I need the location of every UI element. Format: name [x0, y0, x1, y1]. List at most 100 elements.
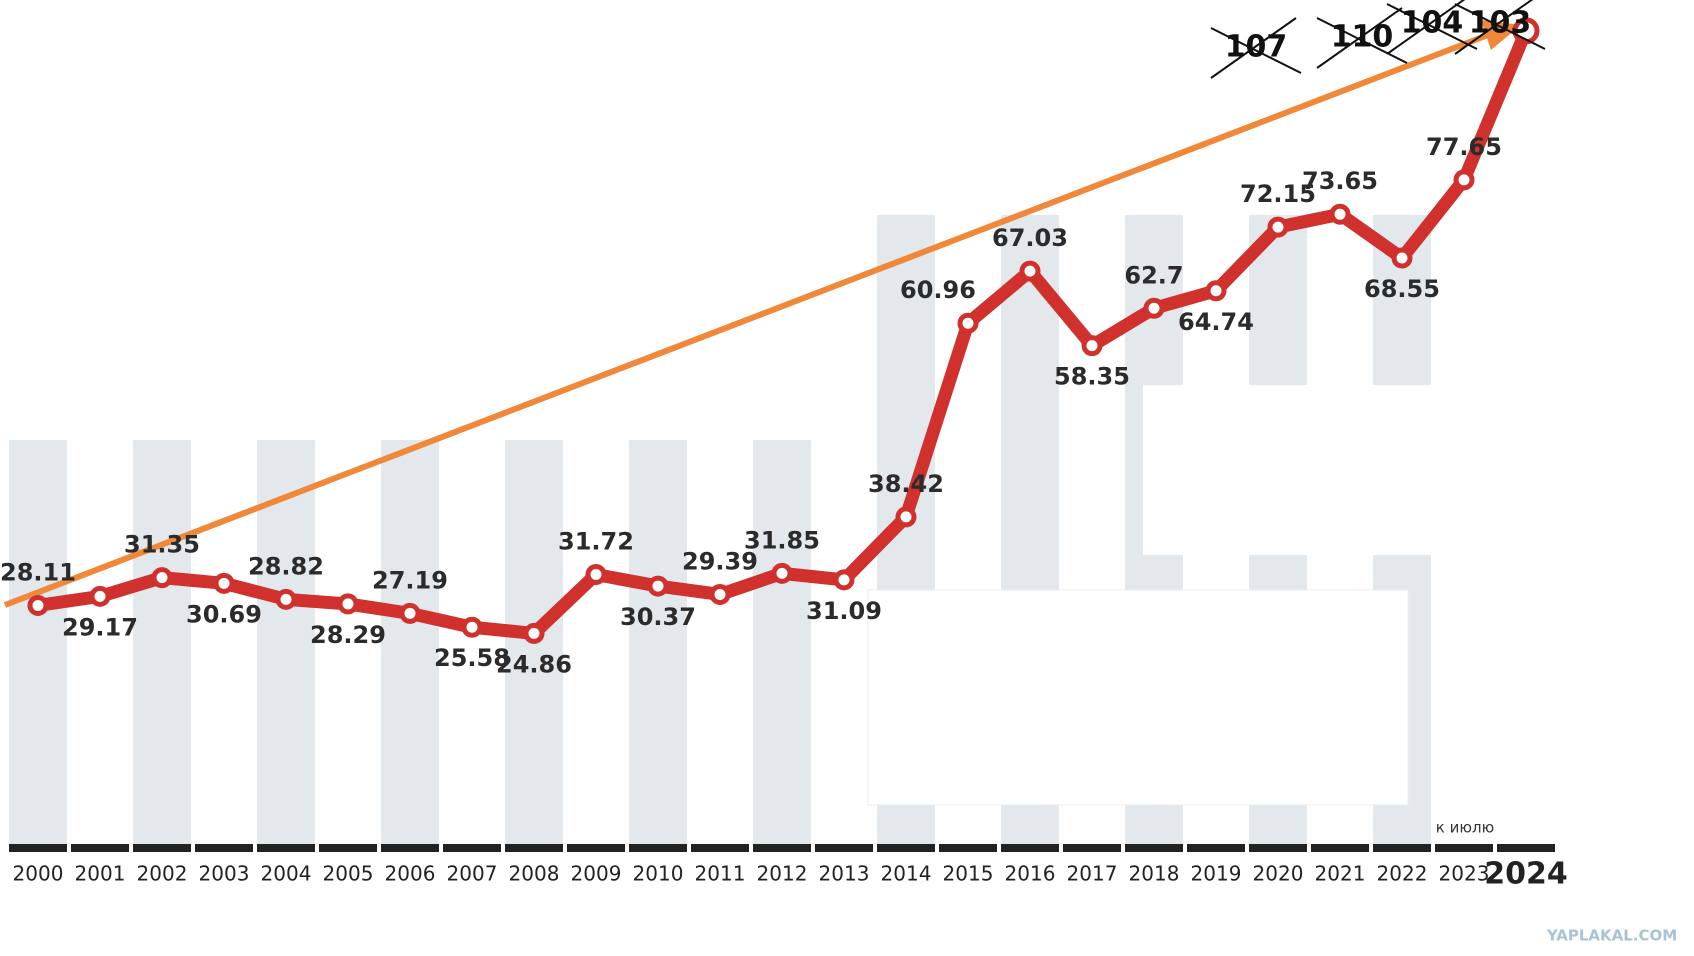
- data-label: 31.35: [124, 531, 200, 559]
- x-tick-label: 2006: [385, 862, 436, 886]
- baseline-dash: [133, 844, 191, 852]
- baseline-dash: [195, 844, 253, 852]
- data-point: [1329, 203, 1351, 225]
- x-tick-label: 2023: [1439, 862, 1490, 886]
- x-tick-label: 2019: [1191, 862, 1242, 886]
- x-tick-label: 2015: [943, 862, 994, 886]
- data-label: 25.58: [434, 644, 510, 672]
- data-label: 77.65: [1426, 133, 1502, 161]
- baseline-dash: [753, 844, 811, 852]
- data-point: [275, 588, 297, 610]
- data-point: [1453, 169, 1475, 191]
- baseline-dash: [1435, 844, 1493, 852]
- data-label: 30.37: [620, 603, 696, 631]
- baseline-dash: [1497, 844, 1555, 852]
- x-tick-label: 2018: [1129, 862, 1180, 886]
- data-point: [1019, 260, 1041, 282]
- data-label: 73.65: [1302, 167, 1378, 195]
- bg-column: [9, 440, 67, 847]
- data-label: 29.17: [62, 613, 138, 641]
- strike: [1210, 17, 1297, 79]
- bg-column: [753, 440, 811, 847]
- x-tick-label: 2010: [633, 862, 684, 886]
- data-point: [771, 562, 793, 584]
- baseline-dash: [443, 844, 501, 852]
- data-label: 60.96: [900, 276, 976, 304]
- data-label: 68.55: [1364, 275, 1440, 303]
- data-label: 28.82: [248, 552, 324, 580]
- data-point: [523, 622, 545, 644]
- data-point: [709, 583, 731, 605]
- baseline-dash: [1001, 844, 1059, 852]
- baseline-dash: [815, 844, 873, 852]
- data-point: [337, 593, 359, 615]
- x-tick-label: 2000: [13, 862, 64, 886]
- x-tick-label: 2009: [571, 862, 622, 886]
- data-point: [213, 572, 235, 594]
- baseline-dash: [1249, 844, 1307, 852]
- baseline-dash: [9, 844, 67, 852]
- bg-column: [257, 440, 315, 847]
- strike: [1210, 27, 1302, 74]
- baseline-dash: [381, 844, 439, 852]
- data-point: [1143, 297, 1165, 319]
- baseline-dash: [1187, 844, 1245, 852]
- baseline-dash: [1125, 844, 1183, 852]
- data-point: [27, 594, 49, 616]
- data-point: [399, 602, 421, 624]
- plot: 2000 2001 2002 2003 2004 2005 2006 2007 2008 2009…: [0, 0, 1677, 945]
- baseline-dash: [939, 844, 997, 852]
- x-tick-label: 2011: [695, 862, 746, 886]
- data-point: [1205, 280, 1227, 302]
- x-tick-label: 2022: [1377, 862, 1428, 886]
- data-point: [1267, 216, 1289, 238]
- data-point: [89, 585, 111, 607]
- data-point: [1081, 335, 1103, 357]
- x-tick-label: 2014: [881, 862, 932, 886]
- bg-column: [629, 440, 687, 847]
- x-tick-label: 2017: [1067, 862, 1118, 886]
- x-tick-label: 2016: [1005, 862, 1056, 886]
- data-label: 24.86: [496, 650, 572, 678]
- x-tick-label: 2003: [199, 862, 250, 886]
- strike: [1454, 0, 1534, 55]
- baseline-dash: [877, 844, 935, 852]
- data-label: 29.39: [682, 547, 758, 575]
- x-tick-label: 2020: [1253, 862, 1304, 886]
- trend-line: [3, 27, 1503, 608]
- data-point: [833, 569, 855, 591]
- data-label: 28.11: [0, 558, 76, 586]
- x-tick-label: 2021: [1315, 862, 1366, 886]
- data-label: 31.72: [558, 527, 634, 555]
- baseline-dash: [629, 844, 687, 852]
- strike: [1316, 7, 1403, 69]
- bg-column: [381, 440, 439, 847]
- x-tick-label: 2008: [509, 862, 560, 886]
- baseline-dash: [1373, 844, 1431, 852]
- x-tick-label: 2012: [757, 862, 808, 886]
- baseline-dash: [505, 844, 563, 852]
- data-label: 72.15: [1240, 180, 1316, 208]
- white-box: [1143, 385, 1433, 555]
- data-point: [461, 616, 483, 638]
- strike: [1386, 3, 1478, 50]
- data-label: 31.85: [744, 526, 820, 554]
- data-label: 31.09: [806, 597, 882, 625]
- x-tick-label: 2001: [75, 862, 126, 886]
- note: к июлю: [1436, 819, 1494, 837]
- data-point: [1391, 247, 1413, 269]
- data-label: 30.69: [186, 600, 262, 628]
- data-label: 28.29: [310, 621, 386, 649]
- baseline-dash: [71, 844, 129, 852]
- data-point: [585, 563, 607, 585]
- data-point: [151, 567, 173, 589]
- x-tick-label: 2024: [1484, 857, 1568, 892]
- x-tick-label: 2002: [137, 862, 188, 886]
- watermark: YAPLAKAL.COM: [1546, 927, 1677, 945]
- data-label: 67.03: [992, 224, 1068, 252]
- data-label: 62.7: [1124, 261, 1183, 289]
- strike: [1386, 0, 1466, 55]
- x-tick-label: 2013: [819, 862, 870, 886]
- bg-column: [133, 440, 191, 847]
